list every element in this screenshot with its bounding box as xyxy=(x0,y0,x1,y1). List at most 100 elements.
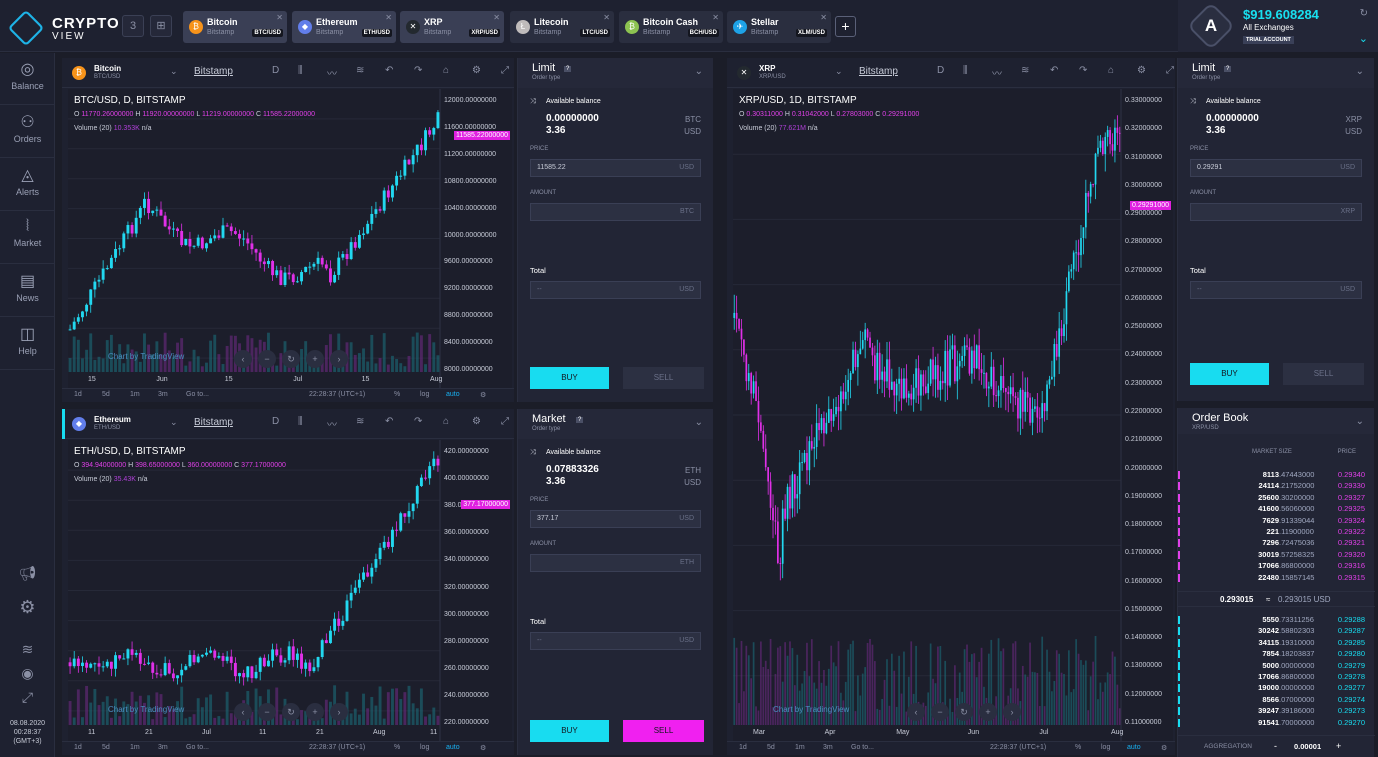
account-panel[interactable]: A $919.608284 All Exchanges TRIAL ACCOUN… xyxy=(1178,0,1378,52)
chart-legend-title[interactable]: ETH/USD, D, BITSTAMP xyxy=(74,446,186,457)
tab-bitcoin[interactable]: ₿ Bitcoin Bitstamp BTC/USD ✕ xyxy=(183,11,287,43)
help-icon[interactable]: ? xyxy=(1224,66,1232,72)
range-button[interactable]: Go to... xyxy=(186,744,209,751)
chart-legend-title[interactable]: BTC/USD, D, BITSTAMP xyxy=(74,95,186,106)
area-icon[interactable]: ≋ xyxy=(356,416,365,427)
order-book-row[interactable]: 17066.86800000 0.29316 xyxy=(1178,561,1375,571)
chevron-left-icon[interactable]: ‹ xyxy=(234,703,252,721)
volume-label[interactable]: Volume (20) xyxy=(74,476,112,483)
minus-icon[interactable]: − xyxy=(258,350,276,368)
order-book-row[interactable]: 19000.00000000 0.29277 xyxy=(1178,683,1375,693)
sell-button[interactable]: SELL xyxy=(623,720,704,742)
total-input[interactable]: -- USD xyxy=(530,281,701,299)
buy-button[interactable]: BUY xyxy=(530,720,609,742)
close-icon[interactable]: ✕ xyxy=(276,13,283,22)
range-button[interactable]: 1m xyxy=(130,744,140,751)
close-icon[interactable]: ✕ xyxy=(603,13,610,22)
chevron-down-icon[interactable]: ⌄ xyxy=(694,66,703,77)
sidebar-item-market[interactable]: ⦚ Market xyxy=(0,212,55,264)
settings-icon[interactable]: ⚙ xyxy=(472,65,481,76)
price-chart[interactable]: BTC/USD, D, BITSTAMP O 11770.26000000 H 1… xyxy=(68,89,512,388)
minus-icon[interactable]: − xyxy=(258,703,276,721)
redo-icon[interactable]: ↷ xyxy=(414,416,423,427)
aggregation-decrease-button[interactable]: - xyxy=(1274,741,1277,751)
price-chart[interactable]: ETH/USD, D, BITSTAMP O 394.94000000 H 398… xyxy=(68,440,512,741)
tradingview-watermark[interactable]: Chart by TradingView xyxy=(108,705,185,714)
redo-icon[interactable]: ↷ xyxy=(414,65,423,76)
chevron-down-icon[interactable]: ⌄ xyxy=(835,66,843,76)
line-icon[interactable]: 〰 xyxy=(992,69,1002,80)
sidebar-item-orders[interactable]: ⚇ Orders xyxy=(0,106,55,158)
price-input[interactable]: 11585.22 USD xyxy=(530,159,701,177)
order-book-row[interactable]: 5000.00000000 0.29279 xyxy=(1178,661,1375,671)
help-icon[interactable]: ? xyxy=(576,417,584,423)
layout-grid-button[interactable]: ⊞ xyxy=(150,15,172,37)
line-icon[interactable]: 〰 xyxy=(327,69,337,80)
expand-icon[interactable]: ⤢ xyxy=(1166,65,1174,76)
chart-coin-name[interactable]: Bitcoin xyxy=(94,64,122,73)
order-book-row[interactable]: 34115.19310000 0.29285 xyxy=(1178,638,1375,648)
candles-icon[interactable]: ⫼ xyxy=(298,416,303,427)
price-input[interactable]: 0.29291 USD xyxy=(1190,159,1362,177)
sidebar-item-alerts[interactable]: ◬ Alerts xyxy=(0,159,55,211)
megaphone-icon[interactable]: 📢︎ xyxy=(18,565,37,581)
interval-button[interactable]: D xyxy=(272,416,280,427)
close-icon[interactable]: ✕ xyxy=(820,13,827,22)
chevron-right-icon[interactable]: › xyxy=(330,350,348,368)
plus-icon[interactable]: + xyxy=(306,350,324,368)
range-button[interactable]: 5d xyxy=(102,391,110,398)
layout-3-button[interactable]: 3 xyxy=(122,15,144,37)
auto-toggle[interactable]: auto xyxy=(446,744,460,751)
order-book-row[interactable]: 39247.39186000 0.29273 xyxy=(1178,706,1375,716)
chart-coin-name[interactable]: Ethereum xyxy=(94,415,131,424)
percent-toggle[interactable]: % xyxy=(394,744,401,751)
chevron-left-icon[interactable]: ‹ xyxy=(907,703,925,721)
sidebar-item-balance[interactable]: ◎ Balance xyxy=(0,53,55,105)
tab-bitcoin-cash[interactable]: ₿ Bitcoin Cash Bitstamp BCH/USD ✕ xyxy=(619,11,723,43)
amount-input[interactable]: BTC xyxy=(530,203,701,221)
chevron-down-icon[interactable]: ⌄ xyxy=(1358,33,1368,45)
chevron-right-icon[interactable]: › xyxy=(1003,703,1021,721)
exchange-link[interactable]: Bitstamp xyxy=(194,66,233,77)
price-chart[interactable]: XRP/USD, 1D, BITSTAMP O 0.30311000 H 0.31… xyxy=(733,89,1173,741)
percent-toggle[interactable]: % xyxy=(1075,744,1082,751)
camera-icon[interactable]: ⌂ xyxy=(443,65,450,76)
range-button[interactable]: 5d xyxy=(102,744,110,751)
reset-icon[interactable]: ↻ xyxy=(282,703,300,721)
range-button[interactable]: 1d xyxy=(74,391,82,398)
order-book-row[interactable]: 41600.56060000 0.29325 xyxy=(1178,504,1375,514)
range-button[interactable]: Go to... xyxy=(851,744,874,751)
exchange-link[interactable]: Bitstamp xyxy=(194,417,233,428)
order-type-header[interactable]: Market Order type? ⌄ xyxy=(518,409,713,439)
settings-icon[interactable]: ⚙ xyxy=(1137,65,1146,76)
add-tab-button[interactable]: + xyxy=(835,16,856,37)
log-toggle[interactable]: log xyxy=(420,391,430,398)
order-book-row[interactable]: 7629.91339044 0.29324 xyxy=(1178,516,1375,526)
plus-icon[interactable]: + xyxy=(979,703,997,721)
logo[interactable]: CRYPTO VIEW xyxy=(7,8,119,47)
range-button[interactable]: 1m xyxy=(130,391,140,398)
fullscreen-icon[interactable]: ⤢ xyxy=(21,689,34,705)
sidebar-item-news[interactable]: ▤ News xyxy=(0,265,55,317)
volume-label[interactable]: Volume (20) xyxy=(74,125,112,132)
expand-icon[interactable]: ⤢ xyxy=(501,416,509,427)
range-button[interactable]: Go to... xyxy=(186,391,209,398)
close-icon[interactable]: ✕ xyxy=(493,13,500,22)
range-button[interactable]: 3m xyxy=(158,391,168,398)
chevron-left-icon[interactable]: ‹ xyxy=(234,350,252,368)
order-type-header[interactable]: Limit Order type? ⌄ xyxy=(1178,58,1374,88)
area-icon[interactable]: ≋ xyxy=(1021,65,1030,76)
tab-xrp[interactable]: ✕ XRP Bitstamp XRP/USD ✕ xyxy=(400,11,504,43)
tradingview-watermark[interactable]: Chart by TradingView xyxy=(108,352,185,361)
gear-icon[interactable]: ⚙ xyxy=(19,597,36,617)
amount-input[interactable]: XRP xyxy=(1190,203,1362,221)
sound-icon[interactable]: ◉ xyxy=(21,665,34,681)
order-book-row[interactable]: 8566.07000000 0.29274 xyxy=(1178,695,1375,705)
order-book-row[interactable]: 30019.57258325 0.29320 xyxy=(1178,550,1375,560)
volume-label[interactable]: Volume (20) xyxy=(739,125,777,132)
exchange-link[interactable]: Bitstamp xyxy=(859,66,898,77)
price-input[interactable]: 377.17 USD xyxy=(530,510,701,528)
chevron-down-icon[interactable]: ⌄ xyxy=(170,417,178,427)
line-icon[interactable]: 〰 xyxy=(327,420,337,431)
undo-icon[interactable]: ↶ xyxy=(385,416,394,427)
